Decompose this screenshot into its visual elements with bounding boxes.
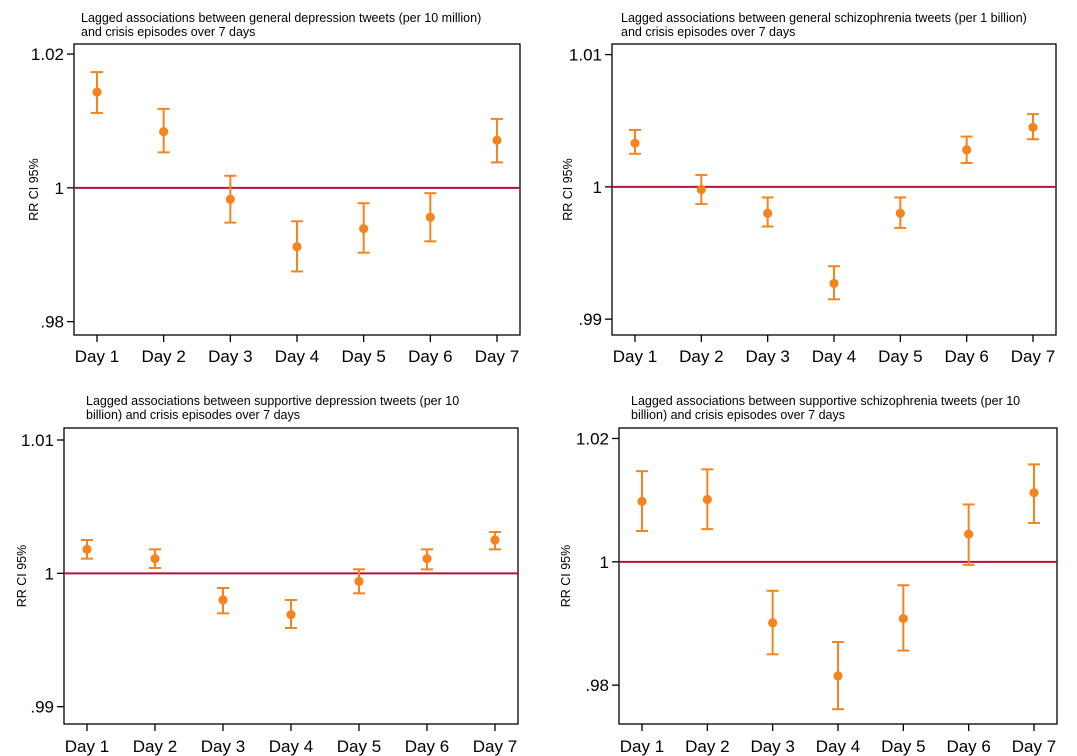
x-tick-label: Day 4 [816,737,860,756]
point-estimate [492,135,502,145]
x-tick-label: Day 5 [337,737,381,756]
y-tick-label: 1 [55,179,64,198]
point-estimate [359,224,369,234]
point-estimate [425,212,435,222]
point-estimate [159,127,169,137]
point-estimate [964,529,974,539]
x-tick-label: Day 7 [473,737,517,756]
y-axis-label: RR CI 95% [559,545,573,608]
y-tick-label: 1 [45,564,54,583]
x-tick-label: Day 3 [201,737,245,756]
x-tick-label: Day 2 [685,737,729,756]
x-tick-label: Day 5 [881,737,925,756]
point-estimate [292,242,302,252]
y-tick-label: 1.01 [21,431,54,450]
y-tick-label: 1 [600,553,609,572]
point-estimate [768,618,778,628]
x-tick-label: Day 6 [405,737,449,756]
point-estimate [1029,488,1039,498]
x-tick-label: Day 3 [208,347,252,366]
panel-title-line: Lagged associations between general depr… [81,11,481,25]
point-estimate [490,535,500,545]
x-tick-label: Day 4 [269,737,313,756]
panel-title-line: Lagged associations between supportive s… [631,394,1020,408]
x-tick-label: Day 1 [65,737,109,756]
x-tick-label: Day 2 [679,347,723,366]
panel-title-line: billion) and crisis episodes over 7 days [86,408,300,422]
point-estimate [898,613,908,624]
point-estimate [354,576,364,586]
x-tick-label: Day 4 [812,347,856,366]
point-estimate [702,494,712,505]
panel-1: Lagged associations between general depr… [27,11,521,366]
x-tick-label: Day 7 [475,347,519,366]
point-estimate [150,554,160,564]
point-estimate [422,554,432,564]
panel-title-line: Lagged associations between general schi… [621,11,1027,25]
point-estimate [630,138,640,148]
point-estimate [833,671,843,681]
point-estimate [962,145,972,155]
y-tick-label: 1.01 [569,46,602,65]
x-tick-label: Day 2 [141,347,185,366]
point-estimate [829,278,839,289]
point-estimate [763,208,773,218]
panel-3: Lagged associations between supportive d… [15,394,519,756]
x-tick-label: Day 4 [275,347,319,366]
x-tick-label: Day 6 [408,347,452,366]
x-tick-label: Day 1 [620,737,664,756]
point-estimate [82,544,92,554]
x-tick-label: Day 6 [946,737,990,756]
y-tick-label: 1.02 [31,45,64,64]
x-tick-label: Day 1 [75,347,119,366]
x-tick-label: Day 5 [341,347,385,366]
y-axis-label: RR CI 95% [27,158,41,221]
panel-title-line: and crisis episodes over 7 days [81,25,255,39]
point-estimate [1028,122,1038,132]
point-estimate [286,610,296,620]
y-tick-label: .98 [40,313,64,332]
y-axis-label: RR CI 95% [561,158,575,221]
panel-title-line: Lagged associations between supportive d… [86,394,459,408]
x-tick-label: Day 7 [1012,737,1056,756]
panel-2: Lagged associations between general schi… [561,11,1057,366]
x-tick-label: Day 3 [750,737,794,756]
x-tick-label: Day 1 [613,347,657,366]
y-tick-label: 1 [593,178,602,197]
point-estimate [895,208,905,218]
panel-4: Lagged associations between supportive s… [559,394,1058,756]
point-estimate [225,194,235,204]
x-tick-label: Day 2 [133,737,177,756]
panel-title-line: billion) and crisis episodes over 7 days [631,408,845,422]
panel-title-line: and crisis episodes over 7 days [621,25,795,39]
y-tick-label: .98 [585,676,609,695]
point-estimate [696,184,706,195]
y-tick-label: 1.02 [576,429,609,448]
point-estimate [637,496,647,506]
x-tick-label: Day 3 [745,347,789,366]
point-estimate [218,595,228,605]
x-tick-label: Day 6 [944,347,988,366]
x-tick-label: Day 5 [878,347,922,366]
x-tick-label: Day 7 [1011,347,1055,366]
y-tick-label: .99 [30,698,54,717]
point-estimate [92,87,102,97]
y-tick-label: .99 [578,310,602,329]
y-axis-label: RR CI 95% [15,545,29,608]
